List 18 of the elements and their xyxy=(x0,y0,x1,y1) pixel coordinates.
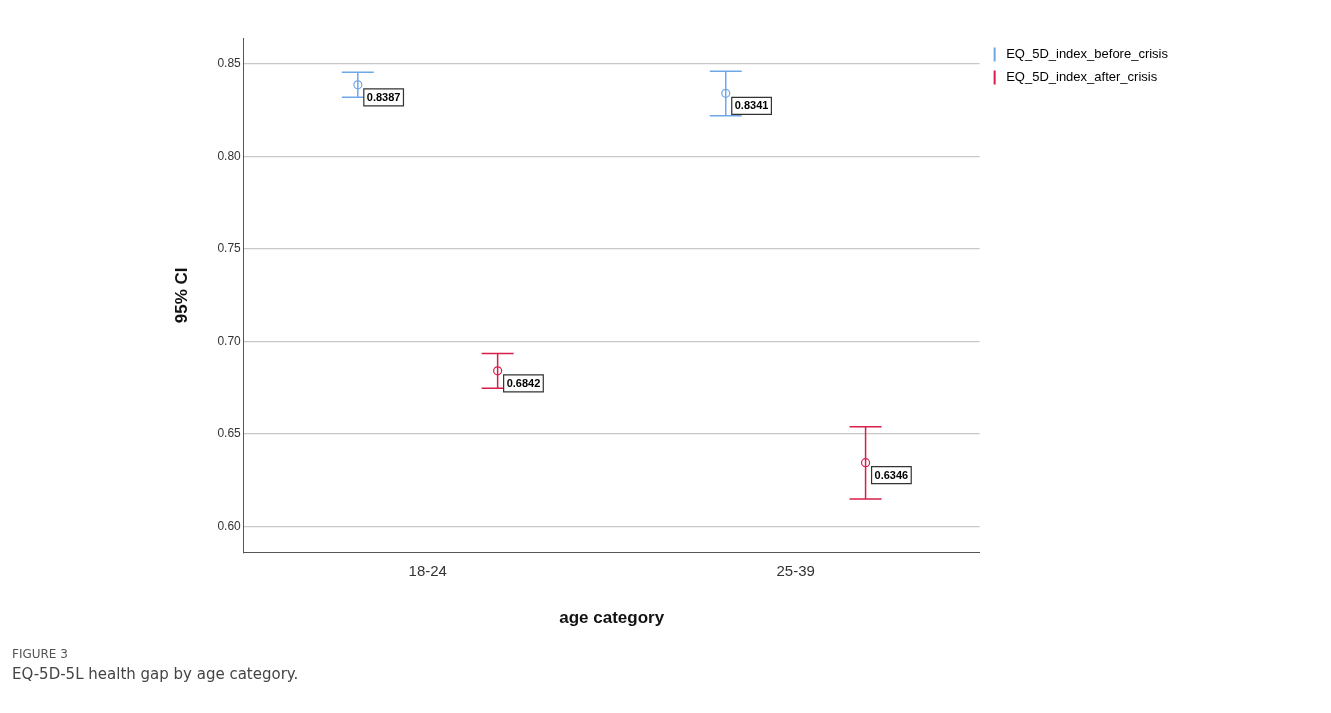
y-tick-label: 0.65 xyxy=(217,426,242,441)
legend-label: EQ_5D_index_after_crisis xyxy=(1006,69,1158,85)
y-tick-label: 0.75 xyxy=(217,241,242,256)
x-axis-title: age category xyxy=(559,608,665,628)
data-label: 0.6842 xyxy=(506,376,541,389)
y-tick-label: 0.70 xyxy=(217,333,242,348)
y-tick-label: 0.85 xyxy=(217,56,242,71)
y-tick-label: 0.60 xyxy=(217,519,242,533)
y-tick-label: 0.80 xyxy=(217,148,242,163)
legend-label: EQ_5D_index_before_crisis xyxy=(1006,46,1169,62)
x-tick-label: 25-39 xyxy=(776,561,815,579)
data-label: 0.8387 xyxy=(366,90,401,103)
y-axis-title: 95% CI xyxy=(171,267,191,324)
data-label: 0.8341 xyxy=(734,99,769,112)
x-tick-label: 18-24 xyxy=(408,561,447,579)
data-label: 0.6346 xyxy=(874,468,909,481)
caption: FIGURE 3 xyxy=(12,647,69,661)
text: EQ-5D-5L health gap by age category. xyxy=(12,665,300,683)
